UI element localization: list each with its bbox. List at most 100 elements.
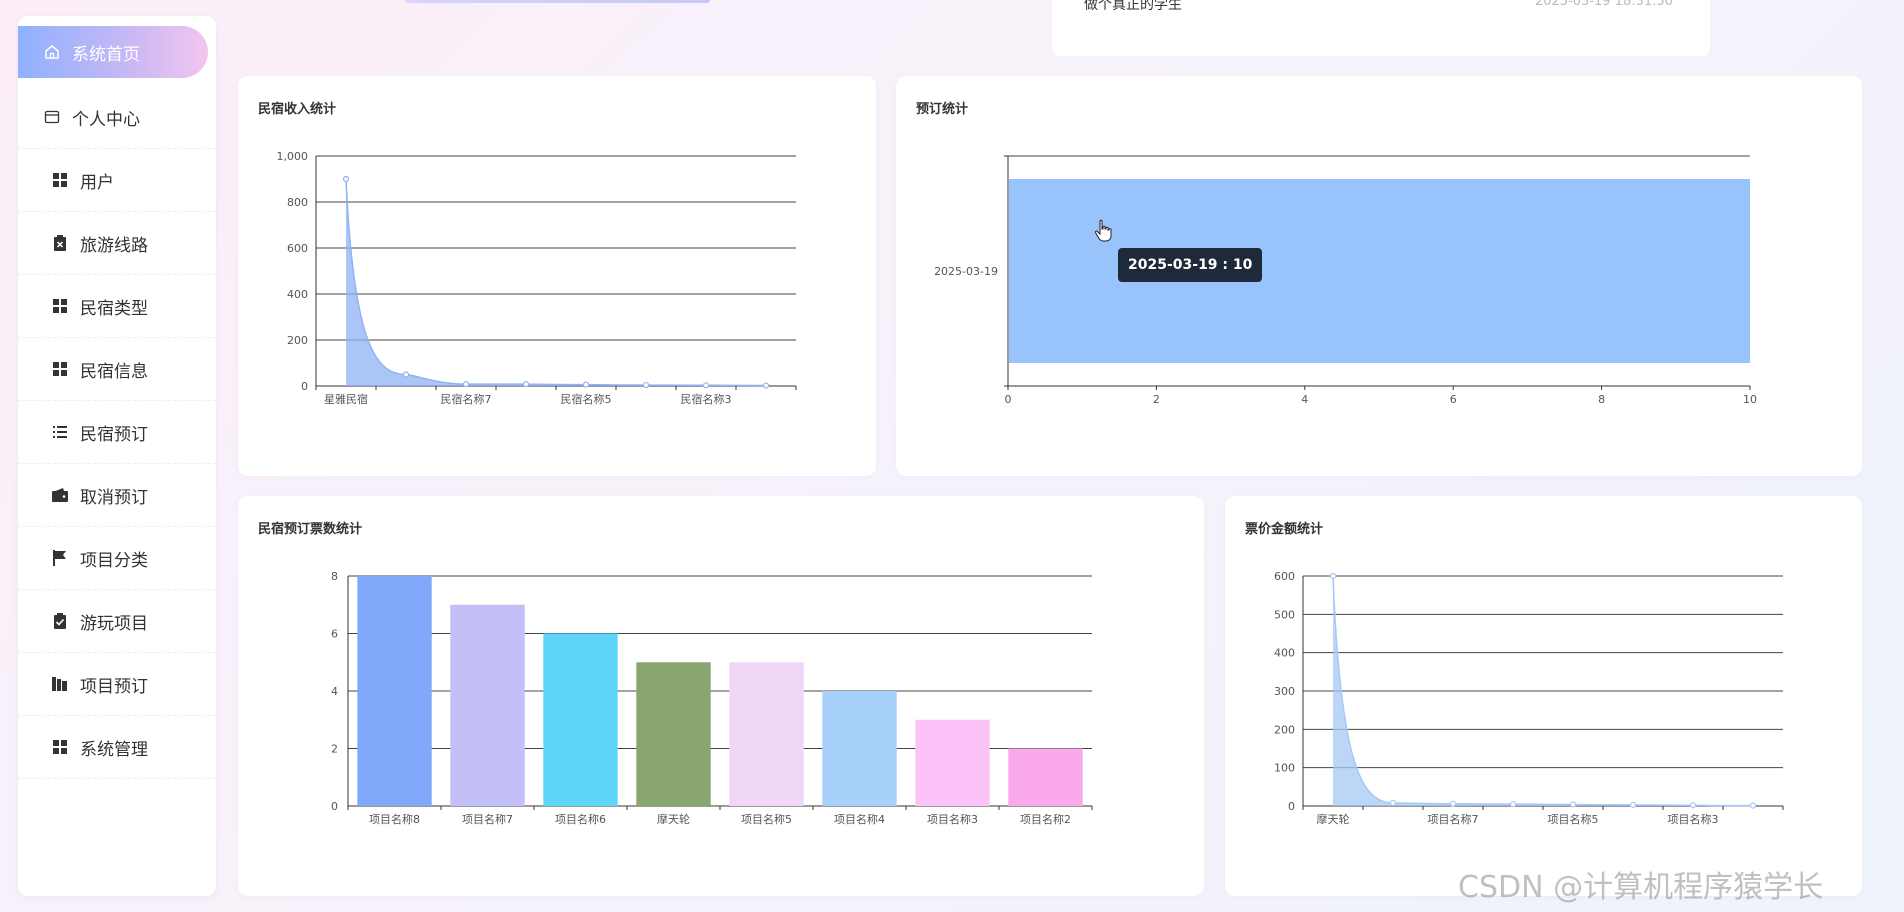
chart-title: 民宿预订票数统计 [258, 522, 363, 537]
top-card-edge [405, 0, 710, 3]
sidebar-item-label: 游玩项目 [80, 613, 148, 634]
y-tick-label: 400 [1274, 647, 1295, 660]
sidebar-item-homestay-booking[interactable]: 民宿预订 [18, 401, 216, 464]
sidebar-item-users[interactable]: 用户 [18, 149, 216, 212]
data-point [1689, 802, 1697, 809]
data-point [1629, 801, 1637, 808]
wallet-icon [50, 485, 70, 505]
data-point [702, 382, 710, 389]
y-tick-label: 0 [301, 380, 308, 393]
sidebar-item-label: 民宿信息 [80, 361, 148, 382]
y-tick-label: 400 [287, 288, 308, 301]
ticket-count-card: 民宿预订票数统计 0 2 4 6 8 项目名称8 项目名称7 项目名称6 摩天轮 项目名称5 项目名… [238, 496, 1204, 896]
ticket-amount-chart: 0 100 200 300 400 500 600 摩天轮 项目名称7 项目名称5 项目名称3 [1274, 570, 1784, 826]
watermark: CSDN @计算机程序猿学长 [1458, 870, 1824, 905]
y-tick-label: 2025-03-19 [934, 265, 998, 278]
news-item-title[interactable]: 做个真正的学生 [1084, 0, 1182, 13]
sidebar-item-home[interactable]: 系统首页 [18, 26, 208, 78]
x-tick-label: 项目名称4 [834, 812, 885, 826]
grid-icon [50, 359, 70, 379]
x-tick-label: 项目名称7 [462, 812, 513, 826]
data-point [462, 381, 470, 388]
y-tick-label: 1,000 [277, 150, 309, 163]
sidebar-item-system-management[interactable]: 系统管理 [18, 716, 216, 779]
hand-cursor-icon [1094, 219, 1112, 242]
sidebar-item-label: 项目分类 [80, 550, 148, 571]
y-tick-label: 2 [331, 743, 338, 756]
x-tick-label: 0 [1005, 393, 1012, 406]
grid-icon [50, 170, 70, 190]
bar [450, 604, 525, 806]
x-tick-label: 8 [1598, 393, 1605, 406]
ticket-amount-card: 票价金额统计 0 100 200 300 400 500 600 摩天轮 项目名称7 项目名称5 项… [1225, 496, 1862, 896]
data-point [762, 382, 770, 389]
x-tick-label: 民宿名称7 [441, 392, 492, 406]
book-icon [50, 674, 70, 694]
x-tick-label: 项目名称8 [369, 812, 420, 826]
booking-stats-chart: 0 2 4 6 8 10 2025-03-19 [934, 155, 1757, 406]
y-tick-label: 8 [331, 570, 338, 583]
sidebar-item-play-project[interactable]: 游玩项目 [18, 590, 216, 653]
bar [915, 719, 990, 806]
sidebar-item-cancel-booking[interactable]: 取消预订 [18, 464, 216, 527]
news-card: 做个真正的学生 2025-03-19 18:31:50 [1052, 0, 1710, 56]
sidebar-item-routes[interactable]: 旅游线路 [18, 212, 216, 275]
sidebar-item-label: 个人中心 [72, 109, 140, 130]
x-tick-label: 10 [1743, 393, 1757, 406]
data-point [642, 381, 650, 389]
y-tick-label: 300 [1274, 685, 1295, 698]
chart-title: 民宿收入统计 [258, 102, 337, 117]
flag-icon [50, 548, 70, 568]
clipboard-x-icon [50, 233, 70, 253]
sidebar-item-label: 民宿预订 [80, 424, 148, 445]
sidebar-item-label: 系统首页 [72, 44, 140, 65]
sidebar-item-project-category[interactable]: 项目分类 [18, 527, 216, 590]
bar [822, 691, 897, 806]
x-tick-label: 项目名称2 [1020, 812, 1071, 826]
y-tick-label: 0 [1288, 800, 1295, 813]
chart-title: 预订统计 [916, 102, 969, 117]
bar [543, 633, 618, 806]
homestay-income-chart: 0 200 400 600 800 1,000 星雅民宿 民宿名称7 民宿名称5 民宿名称3 [277, 150, 797, 406]
x-tick-label: 2 [1153, 393, 1160, 406]
y-tick-label: 600 [1274, 570, 1295, 583]
sidebar-item-project-booking[interactable]: 项目预订 [18, 653, 216, 716]
sidebar-item-label: 民宿类型 [80, 298, 148, 319]
x-tick-label: 6 [1450, 393, 1457, 406]
data-point [1449, 800, 1457, 807]
sidebar-item-profile[interactable]: 个人中心 [18, 86, 216, 149]
bar [636, 662, 711, 806]
area-fill [346, 179, 766, 386]
sidebar-item-homestay-type[interactable]: 民宿类型 [18, 275, 216, 338]
clipboard-check-icon [50, 611, 70, 631]
y-tick-label: 4 [331, 685, 338, 698]
x-tick-label: 项目名称5 [741, 812, 792, 826]
home-icon [42, 42, 62, 62]
y-tick-label: 0 [331, 800, 338, 813]
bar [729, 662, 804, 806]
sidebar-item-homestay-info[interactable]: 民宿信息 [18, 338, 216, 401]
data-point [342, 175, 350, 183]
news-item-time: 2025-03-19 18:31:50 [1535, 0, 1674, 9]
data-point [522, 381, 530, 388]
sidebar-item-label: 项目预订 [80, 676, 148, 697]
series-line [345, 178, 767, 387]
data-point [582, 381, 590, 388]
x-tick-label: 摩天轮 [1317, 812, 1350, 826]
x-tick-label: 项目名称5 [1548, 812, 1599, 826]
y-tick-label: 200 [287, 334, 308, 347]
ticket-count-chart: 0 2 4 6 8 项目名称8 项目名称7 项目名称6 摩天轮 项目名称5 项目名称4 项目名称3 项目… [331, 570, 1093, 826]
x-tick-label: 项目名称7 [1428, 812, 1479, 826]
sidebar-item-label: 系统管理 [80, 739, 148, 760]
homestay-income-card: 民宿收入统计 0 200 400 600 800 1,000 星雅民宿 民宿名称7 民宿名称5 民… [238, 76, 876, 476]
sidebar-item-label: 用户 [80, 172, 114, 193]
grid-icon [50, 737, 70, 757]
sidebar: 系统首页 个人中心 用户 旅游线路 民宿类型 民宿信息 民宿预订 [18, 16, 216, 896]
bar [357, 576, 432, 806]
chart-title: 票价金额统计 [1245, 522, 1324, 537]
booking-stats-card: 预订统计 0 2 4 6 8 10 2025-03-19 [896, 76, 1862, 476]
bar [1008, 748, 1083, 806]
y-tick-label: 600 [287, 242, 308, 255]
y-tick-label: 200 [1274, 723, 1295, 736]
data-point [402, 371, 410, 378]
